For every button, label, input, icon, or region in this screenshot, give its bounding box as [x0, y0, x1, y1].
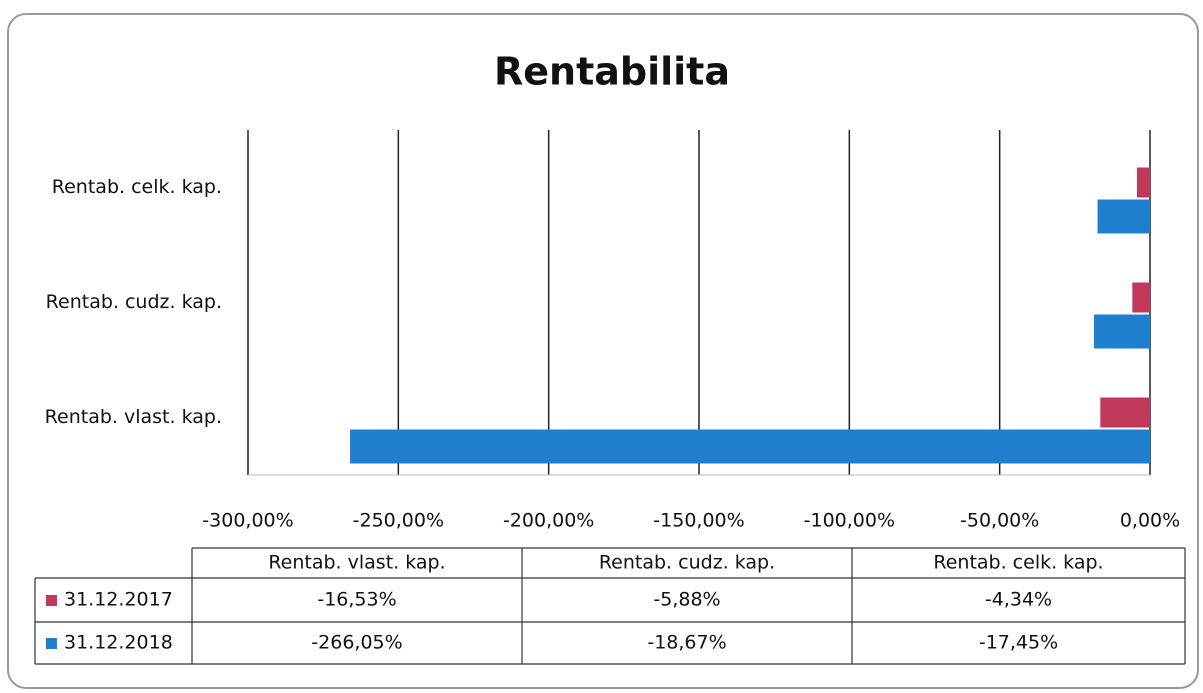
bar — [1132, 282, 1150, 313]
legend-key — [46, 595, 57, 606]
legend-key — [46, 638, 57, 649]
table-value: -16,53% — [317, 589, 396, 611]
x-tick-label: -50,00% — [960, 510, 1039, 532]
table-header: Rentab. cudz. kap. — [599, 552, 775, 574]
x-tick-label: -150,00% — [653, 510, 744, 532]
y-tick-label: Rentab. cudz. kap. — [46, 291, 222, 313]
table-value: -266,05% — [311, 632, 402, 654]
legend-label: 31.12.2018 — [64, 632, 173, 654]
x-tick-label: -250,00% — [353, 510, 444, 532]
table-value: -18,67% — [647, 632, 726, 654]
bar — [1093, 314, 1150, 349]
bar — [1097, 199, 1150, 234]
x-tick-label: 0,00% — [1120, 510, 1180, 532]
x-tick-label: -200,00% — [503, 510, 594, 532]
y-tick-label: Rentab. vlast. kap. — [45, 406, 222, 428]
x-tick-label: -100,00% — [804, 510, 895, 532]
chart-frame — [7, 13, 1199, 689]
table-value: -5,88% — [653, 589, 720, 611]
bar — [1136, 167, 1150, 198]
table-header: Rentab. celk. kap. — [933, 552, 1103, 574]
table-header: Rentab. vlast. kap. — [268, 552, 445, 574]
bar — [1100, 397, 1150, 428]
x-tick-label: -300,00% — [202, 510, 293, 532]
table-value: -17,45% — [979, 632, 1058, 654]
y-tick-label: Rentab. celk. kap. — [52, 176, 222, 198]
legend-label: 31.12.2017 — [64, 589, 173, 611]
bar — [350, 429, 1151, 464]
chart-title: Rentabilita — [494, 50, 730, 94]
table-value: -4,34% — [985, 589, 1052, 611]
